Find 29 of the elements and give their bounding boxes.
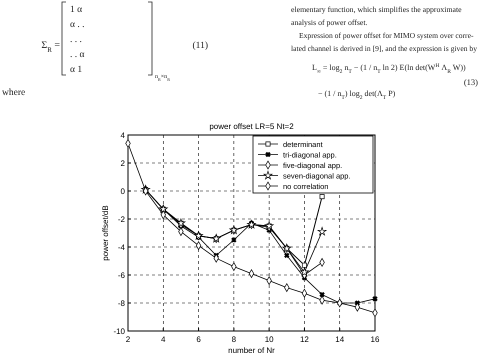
text: α . . <box>70 20 84 30</box>
text: (11) <box>192 41 208 51</box>
text: α 1 <box>70 65 82 75</box>
y-tick-label: -8 <box>118 299 126 308</box>
text: L$_{∞}$ = log$_{2}$ n$_{T}$ − (1 / n$_{T}$ ln 2) E(ln det(W$^{H}$ Λ$_{R}$ W)) <box>312 63 466 75</box>
y-tick-label: -10 <box>113 327 126 336</box>
y-tick-label: 4 <box>120 131 126 140</box>
text: . . α <box>70 50 84 60</box>
text: . . . <box>70 35 82 45</box>
chart-title: power offset LR=5 Nt=2 <box>209 122 294 131</box>
text: − (1 / n$_{T}$) log$_{2}$ det(Λ$_{T}$ P) <box>318 89 396 101</box>
x-tick-label: 6 <box>196 335 202 344</box>
text: where <box>2 88 26 98</box>
x-axis-title: number of Nr <box>228 346 276 353</box>
x-tick-label: 12 <box>300 335 310 344</box>
x-tick-label: 4 <box>161 335 166 344</box>
x-tick-label: 16 <box>370 335 380 344</box>
text: (13) <box>464 77 478 87</box>
y-axis-title: power offset/dB <box>101 205 110 261</box>
text: Σ$_{R}$ = <box>41 40 60 54</box>
y-tick-label: -2 <box>118 215 126 224</box>
x-tick-label: 10 <box>264 335 274 344</box>
x-tick-label: 14 <box>335 335 345 344</box>
text: 1 α <box>70 5 82 15</box>
y-tick-label: 0 <box>120 187 126 196</box>
y-tick-label: -4 <box>118 243 126 252</box>
x-tick-label: 8 <box>232 335 237 344</box>
y-tick-label: 2 <box>120 159 126 168</box>
y-tick-label: -6 <box>118 271 126 280</box>
